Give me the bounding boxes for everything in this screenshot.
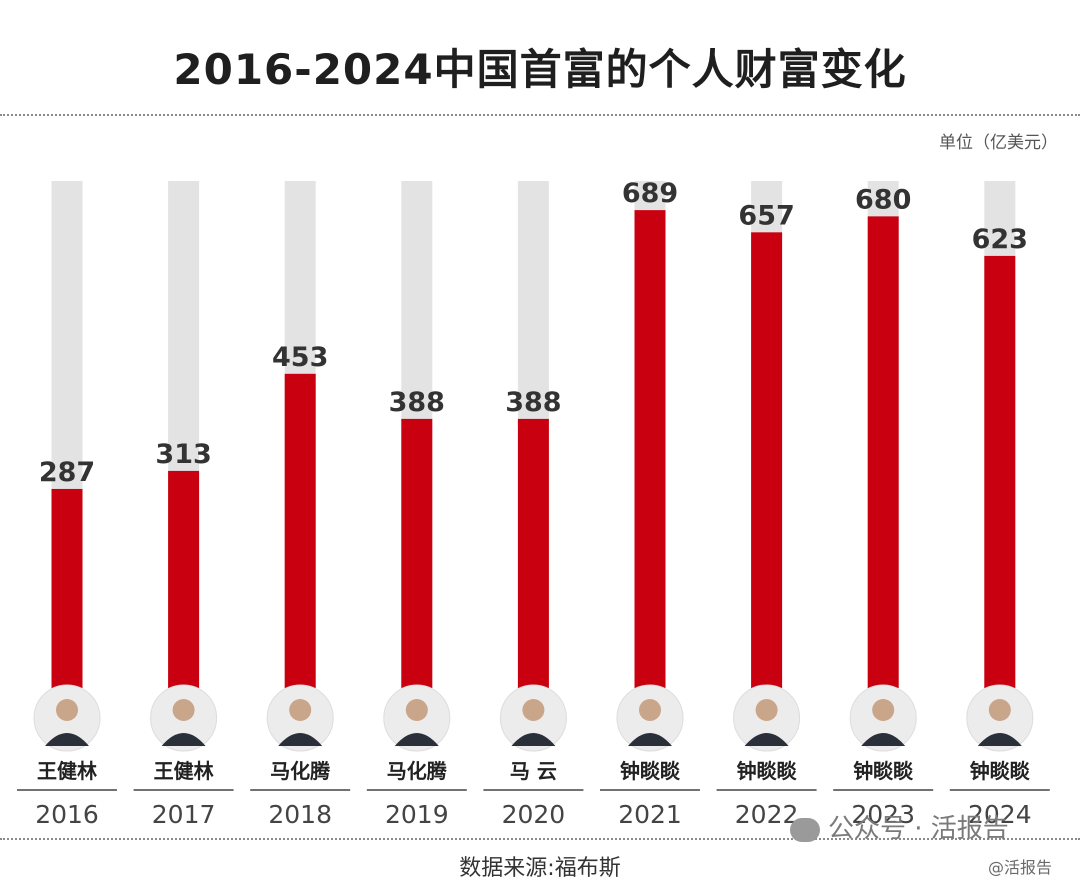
avatar-suit bbox=[861, 733, 906, 746]
avatar-face bbox=[405, 699, 428, 721]
person-name: 钟睒睒 bbox=[620, 759, 680, 783]
year-label: 2017 bbox=[152, 800, 216, 829]
watermark-handle: @活报告 bbox=[988, 858, 1053, 877]
bottom-divider bbox=[0, 838, 1080, 840]
bar bbox=[634, 210, 666, 689]
avatar-suit bbox=[511, 733, 556, 746]
bar bbox=[401, 418, 433, 688]
bar bbox=[867, 216, 899, 689]
top-divider bbox=[0, 114, 1080, 116]
avatar-face bbox=[172, 699, 195, 721]
source-label: 数据来源:福布斯 bbox=[459, 856, 621, 881]
wechat-icon bbox=[790, 817, 820, 842]
avatar-suit bbox=[161, 733, 206, 746]
year-label: 2016 bbox=[35, 800, 99, 829]
data-label: 623 bbox=[972, 224, 1028, 255]
year-label: 2020 bbox=[502, 800, 566, 829]
avatar-suit bbox=[977, 733, 1022, 746]
bar bbox=[517, 418, 549, 688]
avatar-suit bbox=[744, 733, 789, 746]
chart-title: 2016-2024中国首富的个人财富变化 bbox=[173, 45, 907, 94]
watermark: 公众号 · 活报告 bbox=[790, 808, 1009, 845]
avatar-suit bbox=[278, 733, 323, 746]
year-label: 2024 bbox=[968, 800, 1032, 829]
person-name: 马 云 bbox=[510, 759, 557, 783]
data-label: 453 bbox=[272, 342, 328, 373]
avatar-face bbox=[988, 699, 1011, 721]
avatar-face bbox=[522, 699, 545, 721]
data-label: 680 bbox=[855, 184, 911, 215]
year-label: 2019 bbox=[385, 800, 449, 829]
avatar-face bbox=[56, 699, 78, 721]
data-label: 657 bbox=[738, 200, 794, 231]
unit-label: 单位（亿美元） bbox=[939, 133, 1058, 153]
person-name: 王健林 bbox=[37, 759, 97, 783]
data-label: 388 bbox=[505, 387, 561, 418]
data-label: 388 bbox=[389, 387, 445, 418]
year-label: 2023 bbox=[851, 800, 915, 829]
avatar-face bbox=[755, 699, 778, 721]
year-label: 2018 bbox=[268, 800, 332, 829]
data-label: 313 bbox=[155, 439, 211, 470]
data-label: 287 bbox=[39, 457, 95, 488]
person-name: 马化腾 bbox=[387, 759, 448, 783]
person-name: 钟睒睒 bbox=[737, 759, 797, 783]
avatar-face bbox=[639, 699, 661, 721]
bar bbox=[284, 373, 316, 688]
bar bbox=[984, 255, 1016, 688]
person-name: 王健林 bbox=[154, 759, 214, 783]
person-name: 钟睒睒 bbox=[853, 759, 913, 783]
avatar-suit bbox=[394, 733, 439, 746]
year-label: 2021 bbox=[618, 800, 682, 829]
watermark-account: 公众号 · 活报告 bbox=[828, 814, 1009, 844]
data-label: 689 bbox=[622, 178, 678, 209]
year-label: 2022 bbox=[735, 800, 799, 829]
bar bbox=[168, 470, 200, 688]
bar bbox=[51, 488, 83, 688]
person-name: 钟睒睒 bbox=[970, 759, 1030, 783]
avatar-suit bbox=[45, 733, 89, 746]
avatar-face bbox=[289, 699, 312, 721]
bar bbox=[751, 232, 783, 688]
avatar-face bbox=[872, 699, 895, 721]
person-name: 马化腾 bbox=[270, 759, 331, 783]
avatar-suit bbox=[628, 733, 672, 746]
